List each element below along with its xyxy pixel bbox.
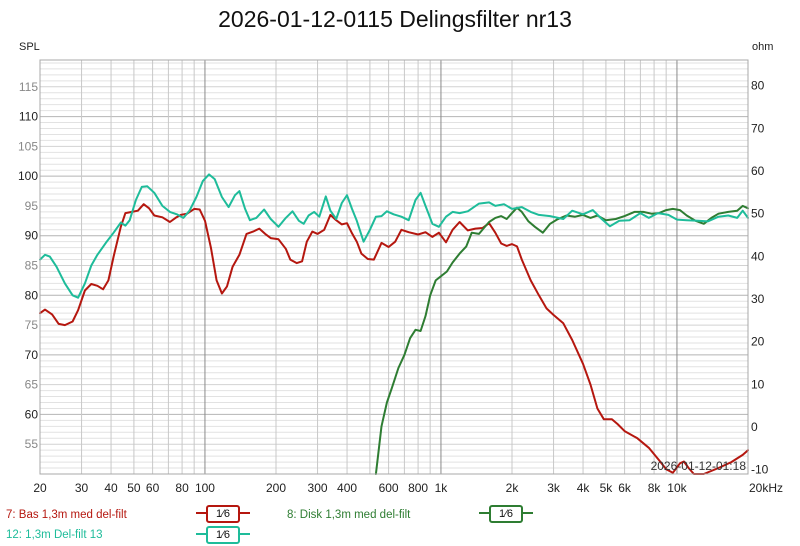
svg-text:100: 100 [195,481,215,495]
svg-text:100: 100 [18,169,38,183]
legend-label-disk: 8: Disk 1,3m med del-filt [287,509,411,521]
smoothing-badge-delfilt[interactable]: 1⁄6 [196,526,250,544]
smoothing-value-bas: 1⁄6 [206,505,240,523]
svg-text:80: 80 [25,288,39,302]
svg-text:80: 80 [751,79,765,93]
y2-axis-unit-ohm: ohm [752,41,774,53]
svg-text:50: 50 [751,207,765,221]
svg-text:8k: 8k [648,481,662,495]
svg-text:2k: 2k [506,481,520,495]
chart-title: 2026-01-12-0115 Delingsfilter nr13 [218,6,572,32]
svg-text:40: 40 [104,481,118,495]
svg-text:20: 20 [33,481,47,495]
svg-text:300: 300 [308,481,328,495]
svg-text:70: 70 [25,348,39,362]
curve-series-2 [374,204,749,475]
smoothing-value-disk: 1⁄6 [489,505,523,523]
svg-text:800: 800 [408,481,428,495]
curve-series-3 [39,173,749,299]
svg-text:30: 30 [751,292,765,306]
svg-text:60: 60 [25,407,39,421]
legend-label-bas: 7: Bas 1,3m med del-filt [6,509,127,521]
svg-text:3k: 3k [547,481,561,495]
svg-text:5k: 5k [600,481,614,495]
svg-text:95: 95 [25,199,39,213]
svg-text:60: 60 [146,481,160,495]
svg-text:20kHz: 20kHz [749,481,783,495]
timestamp-label: 2026-01-12-01:18 [651,459,747,473]
svg-text:115: 115 [19,80,38,94]
svg-text:60: 60 [751,164,765,178]
legend-label-delfilt: 12: 1,3m Del-filt 13 [6,529,103,541]
svg-text:4k: 4k [577,481,591,495]
plot-frame [39,59,749,475]
svg-text:200: 200 [266,481,286,495]
svg-text:1k: 1k [435,481,449,495]
svg-text:30: 30 [75,481,89,495]
svg-text:65: 65 [25,378,39,392]
svg-text:0: 0 [751,420,758,434]
smoothing-badge-bas[interactable]: 1⁄6 [196,505,250,523]
smoothing-value-delfilt: 1⁄6 [206,526,240,544]
legend-item-disk[interactable]: 8: Disk 1,3m med del-filt [287,509,410,521]
svg-text:50: 50 [127,481,141,495]
svg-text:10k: 10k [667,481,687,495]
y2-axis-ticks: -10 0 10 20 30 40 50 60 70 80 [751,79,769,477]
svg-text:10: 10 [751,377,765,391]
svg-text:110: 110 [19,110,38,124]
svg-text:-10: -10 [751,463,769,477]
y-axis-ticks: 55 60 65 70 75 80 85 90 95 100 105 110 115 [18,80,38,451]
svg-text:105: 105 [18,139,38,153]
smoothing-badge-disk[interactable]: 1⁄6 [479,505,533,523]
svg-text:6k: 6k [618,481,632,495]
svg-text:55: 55 [25,437,39,451]
svg-text:75: 75 [25,318,39,332]
svg-text:20: 20 [751,335,765,349]
y-axis-unit-spl: SPL [19,41,40,53]
svg-text:40: 40 [751,249,765,263]
svg-text:80: 80 [175,481,189,495]
x-axis-ticks: 20 30 40 50 60 80 100 200 300 400 600 800 1k 2k 3k 4k 5k… [33,481,783,495]
svg-text:600: 600 [379,481,399,495]
svg-text:90: 90 [25,229,39,243]
legend-item-delfilt[interactable]: 12: 1,3m Del-filt 13 [6,529,103,541]
curve-series-1 [39,203,749,475]
grid-lines [39,60,749,475]
svg-text:85: 85 [25,259,39,273]
curves [39,173,749,475]
svg-text:400: 400 [337,481,357,495]
svg-text:70: 70 [751,121,765,135]
legend-item-bas[interactable]: 7: Bas 1,3m med del-filt [6,509,127,521]
